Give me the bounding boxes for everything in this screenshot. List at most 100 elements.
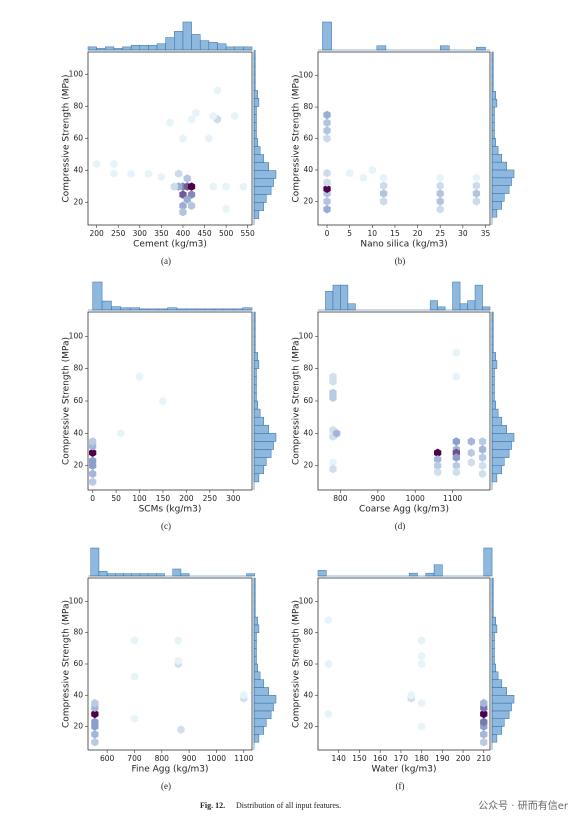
hexbin-cell — [91, 738, 99, 747]
hexbin-cell — [434, 455, 442, 464]
top-hist-bar — [131, 573, 141, 577]
plot-frame — [317, 577, 491, 751]
top-hist-bar — [87, 46, 97, 51]
top-hist-bar — [243, 46, 253, 51]
panel-caption: (b) — [395, 256, 406, 266]
x-tick-label: 30 — [458, 229, 468, 238]
hexbin-cell — [130, 714, 139, 723]
x-tick-label: 100 — [132, 494, 147, 503]
x-tick-label: 25 — [435, 229, 445, 238]
top-hist-bar — [191, 34, 201, 51]
hexbin-cell — [183, 174, 191, 183]
top-hist-bar — [120, 307, 131, 311]
right-hist-bar — [491, 616, 496, 626]
hexbin-cell — [89, 448, 97, 457]
hexbin-cell — [380, 197, 388, 206]
x-tick-label: 1000 — [207, 754, 226, 763]
hexbin-cell — [480, 730, 488, 739]
hexbin-cell — [110, 169, 118, 178]
hexbin-cell — [472, 181, 481, 190]
hexbin-cell — [179, 208, 187, 217]
hexbin-cell — [480, 738, 488, 747]
right-hist-bar — [491, 400, 496, 410]
panel-caption: (f) — [396, 781, 405, 791]
y-tick-label: 80 — [73, 101, 83, 110]
y-tick-label: 80 — [73, 628, 83, 637]
hexbin-cell — [183, 195, 191, 204]
right-hist-bar — [491, 449, 510, 458]
hexbin-cell — [89, 469, 97, 478]
x-tick-label: 0 — [90, 494, 95, 503]
y-tick-label: 100 — [69, 596, 84, 605]
top-hist-bar — [90, 547, 100, 577]
top-hist-bar — [225, 46, 235, 51]
right-hist-bar — [491, 416, 503, 426]
y-axis-label: Compressive Strength (MPa) — [292, 74, 302, 202]
hexbin-cell — [174, 636, 182, 645]
x-tick-label: 550 — [241, 229, 256, 238]
right-hist-bar — [253, 734, 260, 743]
right-hist-bar — [491, 146, 499, 155]
hexbin-cell — [324, 659, 332, 669]
right-hist-bar — [253, 457, 267, 466]
y-axis-label: Compressive Strength (MPa) — [292, 337, 302, 465]
hexbin-cell — [436, 181, 444, 190]
hexbin-cell — [91, 730, 99, 739]
top-hist-bar — [111, 306, 122, 311]
hexbin-cell — [239, 182, 247, 191]
hexbin-cell — [452, 348, 460, 357]
right-hist-bar — [491, 201, 503, 210]
plot-frame — [87, 311, 253, 491]
right-hist-bar — [253, 616, 258, 626]
hexbin-cell — [179, 134, 187, 143]
right-hist-bar — [253, 400, 258, 410]
top-hist-bar — [129, 307, 140, 311]
right-hist-bar — [491, 360, 498, 369]
hexbin-cell — [434, 448, 442, 457]
y-tick-label: 60 — [303, 396, 313, 405]
hexbin-cell — [159, 396, 167, 406]
right-hist-bar — [253, 122, 257, 131]
top-hist-bar — [474, 284, 483, 311]
hexbin-cell — [144, 169, 153, 178]
hexbin-cell — [478, 437, 487, 446]
x-tick-label: 400 — [176, 229, 191, 238]
x-tick-label: 300 — [133, 229, 148, 238]
x-tick-label: 15 — [390, 229, 400, 238]
right-hist-bar — [491, 726, 503, 735]
y-tick-label: 60 — [73, 396, 83, 405]
hexbin-cell — [192, 108, 200, 118]
x-axis-label: Water (kg/m3) — [372, 765, 437, 775]
top-hist-bar — [172, 568, 182, 577]
right-hist-bar — [491, 457, 505, 466]
right-hist-bar — [253, 210, 260, 219]
right-hist-bar — [491, 130, 495, 139]
right-hist-bar — [491, 98, 498, 108]
right-hist-bar — [253, 114, 257, 123]
top-hist-bar — [180, 573, 190, 577]
y-tick-label: 80 — [73, 364, 83, 373]
right-hist-bar — [491, 632, 495, 641]
top-hist-bar — [92, 281, 103, 311]
hexbin-cell — [323, 118, 331, 127]
hexbin-cell — [187, 115, 196, 124]
right-hist-bar — [491, 352, 496, 361]
top-hist-bar — [246, 573, 255, 577]
panel-caption: (c) — [161, 521, 171, 531]
top-hist-bar — [165, 37, 175, 51]
top-hist-bar — [115, 573, 124, 577]
hexbin-cell — [174, 656, 182, 666]
right-hist-bar — [253, 663, 258, 673]
right-hist-bar — [491, 718, 505, 727]
y-tick-label: 100 — [69, 69, 84, 78]
y-tick-label: 40 — [73, 166, 83, 175]
right-hist-bar — [491, 193, 505, 202]
hexbin-cell — [222, 204, 230, 214]
right-hist-bar — [253, 352, 258, 361]
hexbin-cell — [478, 453, 487, 462]
x-tick-label: 210 — [477, 754, 492, 763]
right-hist-bar — [253, 687, 269, 696]
right-hist-bar — [491, 441, 512, 450]
right-hist-bar — [491, 169, 515, 179]
hexbin-cell — [89, 437, 97, 446]
